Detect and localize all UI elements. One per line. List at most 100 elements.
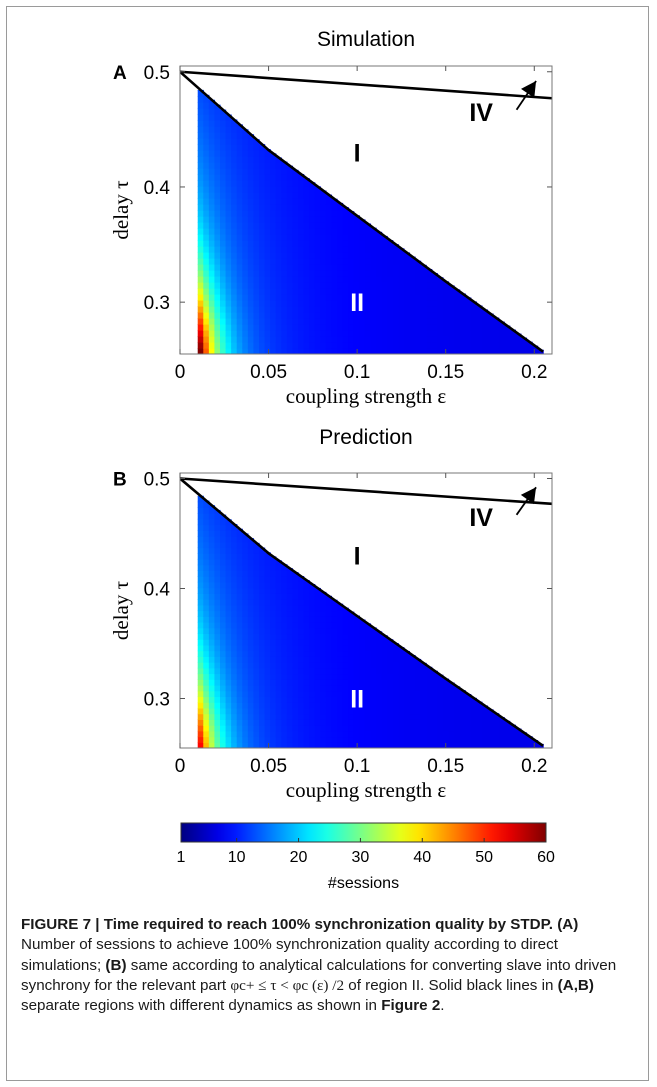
heatmap-cell bbox=[398, 647, 405, 652]
heatmap-cell bbox=[298, 621, 305, 629]
caption-figure-ref[interactable]: Figure 2 bbox=[381, 997, 441, 1015]
heatmap-cell bbox=[325, 667, 333, 675]
heatmap-cell bbox=[309, 192, 316, 199]
heatmap-cell bbox=[281, 662, 288, 669]
heatmap-cell bbox=[208, 126, 216, 133]
heatmap-cell bbox=[197, 593, 204, 600]
heatmap-cell bbox=[275, 570, 282, 577]
heatmap-cell bbox=[298, 713, 305, 720]
heatmap-cell bbox=[348, 621, 355, 629]
heatmap-cell bbox=[320, 644, 327, 652]
heatmap-cell bbox=[398, 707, 405, 715]
heatmap-cell bbox=[420, 318, 427, 325]
heatmap-cell bbox=[247, 342, 255, 349]
heatmap-cell bbox=[442, 294, 450, 301]
heatmap-cell bbox=[231, 576, 238, 583]
heatmap-cell bbox=[298, 240, 305, 247]
heatmap-cell bbox=[309, 583, 316, 589]
heatmap-cell bbox=[259, 222, 266, 229]
heatmap-cell bbox=[325, 276, 333, 283]
heatmap-cell bbox=[236, 162, 243, 169]
heatmap-cell bbox=[270, 662, 277, 669]
heatmap-cell bbox=[236, 621, 243, 629]
heatmap-cell bbox=[493, 742, 500, 748]
heatmap-cell bbox=[342, 240, 349, 247]
heatmap-cell bbox=[398, 725, 405, 732]
heatmap-cell bbox=[231, 330, 238, 337]
heatmap-cell bbox=[498, 324, 505, 331]
plot-title: Simulation bbox=[317, 28, 415, 51]
heatmap-cell bbox=[337, 679, 344, 686]
heatmap-cell bbox=[392, 656, 399, 663]
heatmap-cell bbox=[314, 348, 321, 354]
heatmap-cell bbox=[442, 282, 450, 289]
heatmap-cell bbox=[403, 264, 411, 271]
heatmap-cell bbox=[403, 330, 411, 337]
heatmap-cell bbox=[247, 730, 255, 738]
heatmap-cell bbox=[220, 684, 227, 692]
heatmap-cell bbox=[348, 264, 355, 271]
heatmap-cell bbox=[253, 168, 260, 175]
heatmap-cell bbox=[231, 126, 238, 133]
heatmap-cell bbox=[398, 730, 405, 738]
heatmap-cell bbox=[320, 696, 327, 703]
heatmap-cell bbox=[197, 120, 204, 127]
heatmap-cell bbox=[270, 240, 277, 247]
heatmap-cell bbox=[426, 713, 433, 720]
heatmap-cell bbox=[247, 564, 255, 571]
heatmap-cell bbox=[470, 719, 477, 726]
heatmap-cell bbox=[259, 576, 266, 583]
x-tick-label: 0.2 bbox=[521, 362, 547, 383]
heatmap-cell bbox=[342, 667, 349, 675]
heatmap-cell bbox=[331, 246, 338, 253]
heatmap-cell bbox=[197, 662, 204, 669]
caption-panels-ref[interactable]: (A,B) bbox=[557, 976, 594, 994]
heatmap-cell bbox=[197, 288, 204, 295]
heatmap-cell bbox=[325, 702, 333, 709]
heatmap-cell bbox=[409, 288, 416, 295]
heatmap-cell bbox=[242, 246, 249, 253]
heatmap-cell bbox=[392, 270, 399, 277]
heatmap-cell bbox=[348, 324, 355, 331]
heatmap-cell bbox=[342, 719, 349, 726]
heatmap-cell bbox=[247, 216, 255, 223]
heatmap-cell bbox=[203, 336, 210, 343]
heatmap-cell bbox=[203, 312, 210, 319]
heatmap-cell bbox=[281, 288, 288, 295]
heatmap-cell bbox=[459, 713, 466, 720]
heatmap-cell bbox=[286, 730, 294, 738]
heatmap-cell bbox=[225, 627, 232, 635]
heatmap-cell bbox=[247, 553, 255, 560]
heatmap-cell bbox=[303, 312, 310, 319]
heatmap-cell bbox=[236, 132, 243, 139]
heatmap-cell bbox=[298, 312, 305, 319]
heatmap-cell bbox=[437, 719, 444, 726]
heatmap-cell bbox=[208, 150, 216, 157]
heatmap-cell bbox=[342, 234, 349, 241]
heatmap-cell bbox=[376, 650, 383, 657]
heatmap-cell bbox=[203, 673, 210, 680]
heatmap-cell bbox=[348, 306, 355, 313]
heatmap-cell bbox=[504, 720, 511, 726]
heatmap-cell bbox=[292, 228, 299, 235]
heatmap-cell bbox=[275, 198, 282, 205]
heatmap-cell bbox=[247, 252, 255, 259]
heatmap-cell bbox=[264, 599, 271, 606]
heatmap-cell bbox=[225, 690, 232, 698]
heatmap-cell bbox=[331, 234, 338, 241]
heatmap-cell bbox=[337, 288, 344, 295]
heatmap-cell bbox=[231, 713, 238, 720]
heatmap-cell bbox=[264, 587, 271, 594]
heatmap-cell bbox=[403, 707, 411, 715]
heatmap-cell bbox=[214, 216, 221, 223]
heatmap-cell bbox=[403, 679, 411, 686]
heatmap-cell bbox=[220, 300, 227, 307]
heatmap-cell bbox=[359, 306, 366, 313]
heatmap-cell bbox=[203, 501, 210, 508]
heatmap-cell bbox=[208, 330, 216, 337]
heatmap-cell bbox=[264, 673, 271, 680]
heatmap-cell bbox=[225, 742, 232, 748]
heatmap-cell bbox=[298, 616, 305, 623]
heatmap-cell bbox=[337, 294, 344, 301]
heatmap-cell bbox=[348, 258, 355, 265]
